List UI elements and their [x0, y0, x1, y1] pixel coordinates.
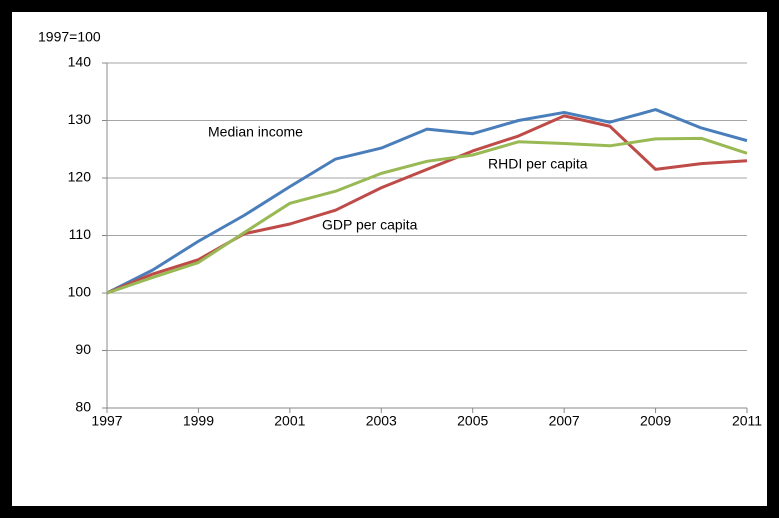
x-tick-label: 2003: [366, 413, 397, 429]
x-tick-label: 2011: [732, 413, 762, 429]
x-tick-label: 2007: [549, 413, 580, 429]
x-tick-label: 2009: [640, 413, 671, 429]
y-tick-label: 110: [69, 226, 92, 242]
x-tick-label: 2005: [457, 413, 488, 429]
series-label: GDP per capita: [322, 217, 418, 233]
series-label: RHDI per capita: [488, 156, 588, 172]
y-tick-label: 140: [68, 54, 92, 70]
y-tick-label: 90: [75, 341, 91, 357]
series-label: Median income: [208, 124, 303, 140]
x-tick-label: 2001: [274, 413, 305, 429]
y-tick-label: 100: [68, 284, 92, 300]
y-axis-label: 1997=100: [38, 29, 101, 45]
x-tick-label: 1997: [91, 413, 122, 429]
series-line: [106, 108, 748, 295]
y-tick-label: 80: [75, 399, 91, 415]
series-line: [106, 136, 748, 295]
y-tick-label: 120: [68, 169, 92, 185]
x-tick-label: 1999: [183, 413, 214, 429]
y-tick-label: 130: [68, 111, 92, 127]
